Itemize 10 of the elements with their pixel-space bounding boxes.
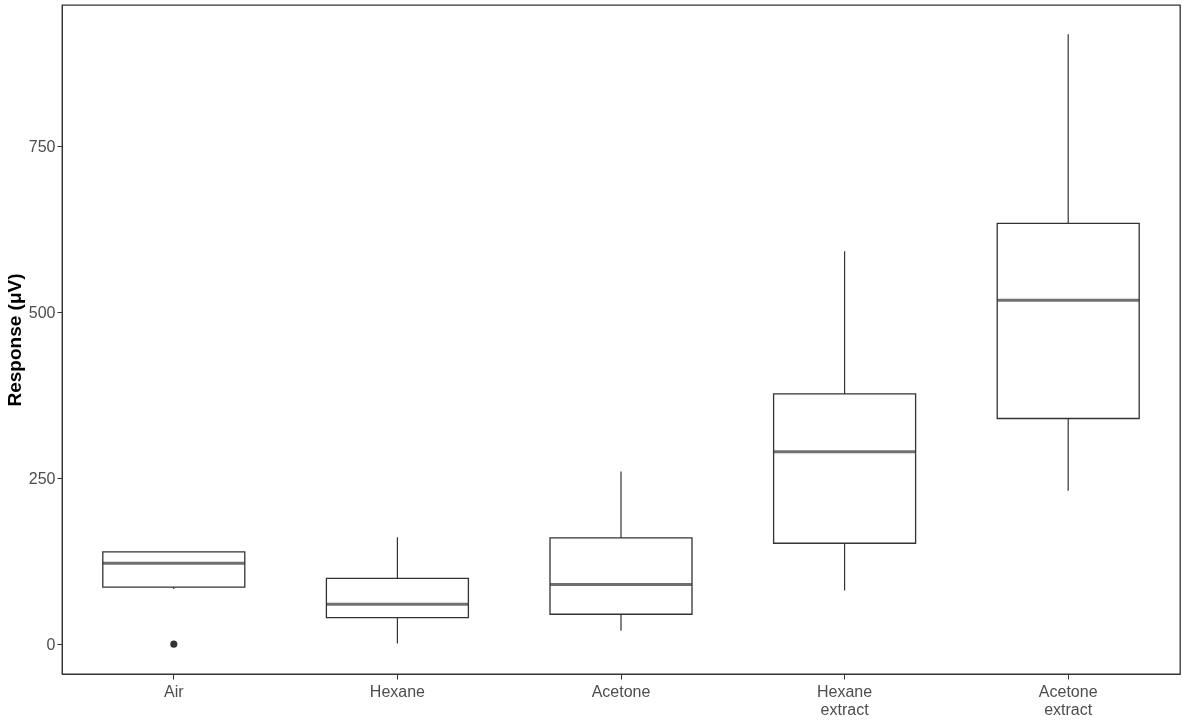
x-tick-label: Air [164, 682, 185, 700]
x-tick-label: Acetone extract [1038, 682, 1098, 718]
y-tick-label: 250 [28, 469, 56, 487]
y-tick-label: 500 [28, 303, 56, 321]
x-tick-label: Hexane extract [817, 682, 873, 718]
y-tick-label: 750 [28, 137, 56, 155]
y-tick-label: 0 [46, 635, 56, 653]
x-tick-label: Acetone [591, 682, 651, 700]
x-tick-label: Hexane [369, 682, 426, 700]
y-axis-title: Response (μV) [3, 273, 25, 407]
